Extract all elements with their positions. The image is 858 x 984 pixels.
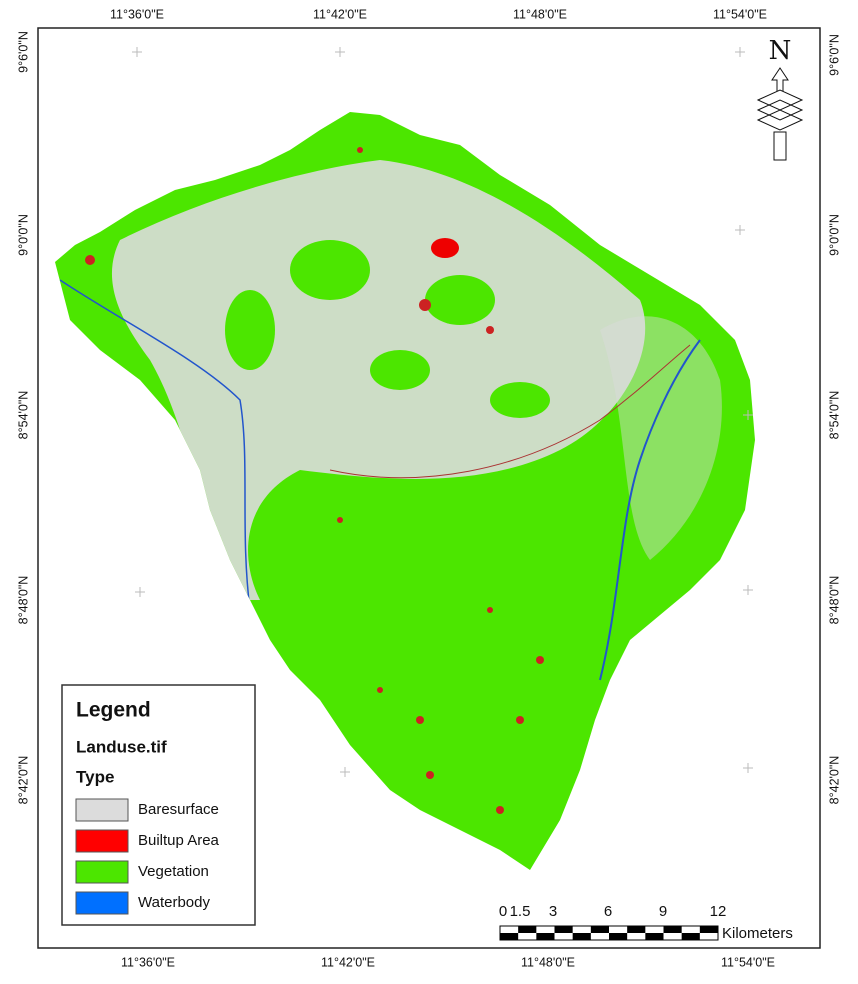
scale-label: 0: [499, 903, 507, 920]
legend-field: Type: [76, 767, 114, 786]
legend-swatch: [75, 891, 129, 915]
longitude-label: 11°42'0"E: [313, 7, 367, 21]
legend-label: Builtup Area: [138, 832, 220, 849]
latitude-label: 8°42'0"N: [827, 756, 841, 805]
longitude-label: 11°48'0"E: [521, 955, 575, 969]
scale-label: 1.5: [510, 903, 531, 920]
scale-bar-segment: [518, 926, 537, 933]
latitude-label: 9°0'0"N: [827, 214, 841, 256]
scale-bar-segment: [536, 933, 555, 940]
graticule-cross: [735, 225, 745, 235]
graticule-cross: [735, 47, 745, 57]
scale-bar-segment: [572, 933, 591, 940]
scale-bar-segment: [590, 926, 609, 933]
latitude-label: 9°0'0"N: [16, 214, 30, 256]
legend-swatch: [75, 860, 129, 884]
longitude-label: 11°54'0"E: [721, 955, 775, 969]
legend-swatch: [75, 798, 129, 822]
graticule-cross: [335, 47, 345, 57]
longitude-label: 11°42'0"E: [321, 955, 375, 969]
latitude-label: 9°6'0"N: [16, 31, 30, 73]
latitude-label: 8°48'0"N: [16, 576, 30, 625]
scale-label: 9: [659, 903, 667, 920]
graticule-cross: [340, 767, 350, 777]
scale-bar-segment: [609, 933, 628, 940]
scale-bar-segment: [645, 933, 664, 940]
latitude-label: 9°6'0"N: [827, 34, 841, 76]
legend-swatch: [75, 829, 129, 853]
latitude-label: 8°48'0"N: [827, 576, 841, 625]
graticule-cross: [743, 585, 753, 595]
scale-bar-segment: [699, 926, 718, 933]
scale-bar-segment: [500, 933, 519, 940]
scale-label: 12: [710, 903, 727, 920]
longitude-label: 11°48'0"E: [513, 7, 567, 21]
longitude-label: 11°36'0"E: [121, 955, 175, 969]
graticule-cross: [132, 47, 142, 57]
scale-label: 6: [604, 903, 612, 920]
longitude-label: 11°36'0"E: [110, 7, 164, 21]
north-label: N: [769, 36, 792, 66]
latitude-label: 8°54'0"N: [16, 391, 30, 440]
graticule-cross: [135, 587, 145, 597]
graticule-cross: [743, 410, 753, 420]
scale-bar-segment: [663, 926, 682, 933]
legend-label: Vegetation: [138, 863, 209, 880]
graticule-cross: [743, 763, 753, 773]
latitude-label: 8°42'0"N: [16, 756, 30, 805]
north-arrow: N: [756, 36, 804, 161]
latitude-label: 8°54'0"N: [827, 391, 841, 440]
scale-unit: Kilometers: [722, 925, 793, 942]
legend-layer: Landuse.tif: [76, 737, 167, 756]
legend-label: Baresurface: [138, 801, 219, 818]
scale-bar-segment: [554, 926, 573, 933]
scale-label: 3: [549, 903, 557, 920]
longitude-label: 11°54'0"E: [713, 7, 767, 21]
scale-bar-segment: [681, 933, 700, 940]
legend-label: Waterbody: [138, 894, 210, 911]
legend-title: Legend: [76, 699, 151, 722]
scale-bar-segment: [627, 926, 646, 933]
